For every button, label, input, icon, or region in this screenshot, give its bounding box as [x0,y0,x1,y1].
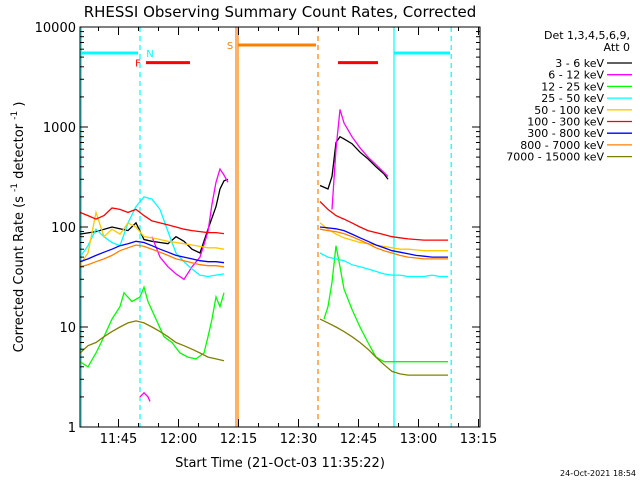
series-line-1-seg-1 [151,167,229,281]
x-tick-label-4: 12:45 [340,432,377,447]
state-bar-label-0: N [146,49,153,60]
legend-label-5: 100 - 300 keV [527,116,604,129]
series-line-7-seg-1 [319,228,448,260]
series-line-1-seg-2 [331,109,389,210]
legend-header-line-2: Att 0 [604,41,630,54]
series-line-1-seg-0 [139,391,151,402]
series-line-3-seg-1 [319,252,448,278]
state-bar-label-4: S [227,41,233,52]
legend-label-3: 25 - 50 keV [541,92,604,105]
y-axis-label-end: ) [12,102,27,107]
series-line-2-seg-0 [79,285,225,368]
x-tick-label-5: 13:00 [400,432,437,447]
y-axis-label-sup1: -1 [10,183,20,192]
x-tick-label-3: 12:30 [280,432,317,447]
series-line-4-seg-0 [79,209,225,266]
y-axis-label-mid: detector [12,123,27,179]
series-line-0-seg-1 [319,135,389,190]
x-tick-label-6: 13:15 [460,432,497,447]
series-line-6-seg-0 [79,240,225,264]
legend-label-8: 7000 - 15000 keV [506,151,604,164]
chart-title: RHESSI Observing Summary Count Rates, Co… [84,3,477,21]
y-tick-label-4: 10000 [35,21,76,36]
series-line-5-seg-1 [319,201,448,241]
y-axis-label-sup2: -1 [10,111,20,120]
legend-label-2: 12 - 25 keV [541,80,604,93]
footer-stamp: 24-Oct-2021 18:54 [560,469,636,478]
plot-area: NF S 11:45 12:00 12:15 12:30 12:45 13:00 13:15 1 1… [35,21,498,447]
series-line-7-seg-0 [79,244,225,268]
legend-label-4: 50 - 100 keV [534,104,604,117]
series-line-4-seg-1 [319,222,448,252]
series-line-8-seg-1 [319,318,448,376]
legend-header-line-1: Det 1,3,4,5,6,9, [544,29,630,42]
y-axis-label: Corrected Count Rate (s -1 detector -1 ) [6,102,27,353]
x-tick-label-1: 12:00 [160,432,197,447]
y-tick-label-1: 10 [59,321,76,336]
legend-label-1: 6 - 12 keV [548,69,604,82]
y-tick-label-2: 100 [51,221,76,236]
x-axis-label: Start Time (21-Oct-03 11:35:22) [175,456,385,471]
series-line-6-seg-1 [319,226,448,258]
legend-label-7: 800 - 7000 keV [520,139,604,152]
y-tick-label-0: 1 [68,421,76,436]
legend-label-0: 3 - 6 keV [555,57,604,70]
legend-label-6: 300 - 800 keV [527,127,604,140]
state-bar-label-2: F [135,59,141,70]
y-tick-label-3: 1000 [43,121,76,136]
x-tick-label-0: 11:45 [100,432,137,447]
series-line-8-seg-0 [79,320,225,362]
y-axis-label-main: Corrected Count Rate (s [12,196,27,353]
series-line-5-seg-0 [79,207,225,235]
x-tick-label-2: 12:15 [220,432,257,447]
